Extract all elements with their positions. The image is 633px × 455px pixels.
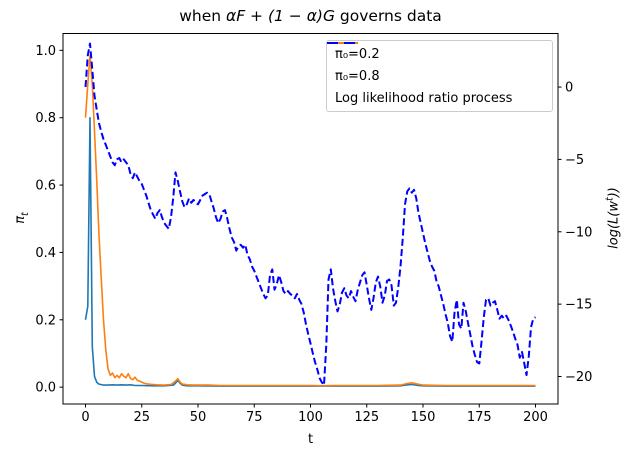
legend-label: Log likelihood ratio process [335,90,513,106]
x-tick-label: 125 [354,410,379,425]
legend-row-llr: Log likelihood ratio process [327,42,544,106]
x-tick-label: 75 [246,410,263,425]
x-axis-label: t [307,432,314,447]
chart-title: when αF + (1 − α)G governs data [63,7,558,25]
y-tick-label-right: −10 [565,225,592,240]
y-tick-label-right: −15 [565,298,592,313]
title-text-post: governs data [334,7,442,25]
llr-label-pre: log(L(w [606,201,622,249]
y-tick-label-right: −5 [565,153,584,168]
y-tick-label-left: 0.6 [35,179,56,194]
plot-border [62,33,559,405]
legend-row-pi0-0.8: π₀=0.8 [327,42,544,84]
series-line-1 [84,54,536,387]
y-tick-label-left: 0.2 [35,313,56,328]
y-tick-label-left: 0.4 [35,246,56,261]
y-tick-label-left: 1.0 [35,44,56,59]
y-tick-label-right: −20 [565,370,592,385]
series-line-0 [84,116,536,387]
x-tick-label: 25 [133,410,150,425]
legend-line-sample-dashed-blue [327,42,358,44]
x-tick-label: 200 [523,410,548,425]
series-layer [84,42,537,387]
x-tick-label: 0 [81,410,89,425]
pi-subscript: t [19,212,31,216]
x-tick-label: 100 [298,410,323,425]
axes: 0 25 50 75 100 125 150 175 200 0.0 0.2 0.4 0.6 0.8 1.0… [35,44,592,425]
y-axis-label-left: πt [13,212,31,224]
y-tick-label-left: 0.0 [35,381,56,396]
legend-label: π₀=0.8 [335,68,380,84]
y-tick-label-left: 0.8 [35,111,56,126]
legend-row-pi0-0.2: π₀=0.2 [327,42,544,62]
title-text-pre: when [179,7,226,25]
x-tick-label: 150 [411,410,436,425]
title-math: αF + (1 − α)G [225,7,335,25]
x-tick-label: 50 [190,410,207,425]
legend: π₀=0.2 π₀=0.8 Log likelihood ratio proce… [326,40,553,112]
y-axis-label-right: log(L(wt)) [604,187,621,249]
series-line-2 [84,42,537,387]
y-tick-label-right: 0 [565,81,573,96]
legend-label: π₀=0.2 [335,46,380,62]
x-tick-label: 175 [467,410,492,425]
llr-superscript: t [604,197,616,202]
pi-symbol: π [13,215,29,224]
llr-label-post: )) [606,187,622,198]
